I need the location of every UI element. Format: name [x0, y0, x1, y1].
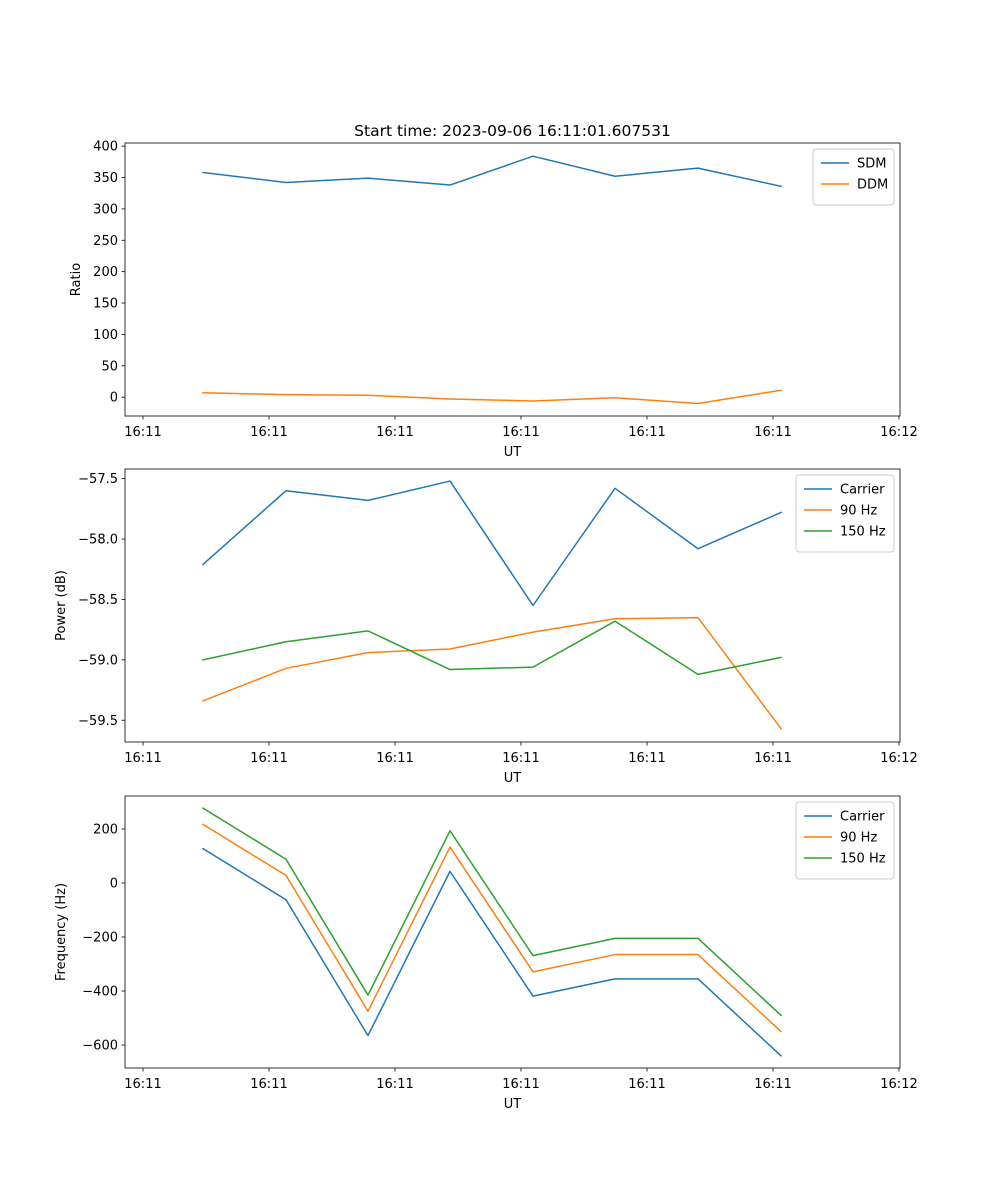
axes-frame: [124, 142, 901, 417]
series-line-150-hz: [201, 807, 783, 1017]
y-tick-label: 50: [101, 359, 118, 374]
x-axis-label: UT: [504, 1097, 522, 1112]
y-tick-label: 250: [93, 234, 118, 249]
y-tick-label: −200: [82, 930, 118, 945]
legend-label: 90 Hz: [840, 831, 877, 846]
series-line-carrier: [201, 847, 783, 1057]
chart-panel-3: 16:11 16:11 16:11 16:11 16:11 16:11 16:12 UT −60…: [54, 795, 918, 1112]
series-line-150-hz: [202, 620, 782, 676]
x-tick-label: 16:11: [124, 425, 161, 440]
x-tick-label: 16:11: [376, 751, 413, 766]
y-tick-label: 400: [93, 140, 118, 155]
legend-label: 90 Hz: [840, 504, 877, 519]
axes-frame: [124, 468, 901, 743]
x-tick-label: 16:11: [628, 1077, 665, 1092]
x-tick-label: 16:11: [502, 751, 539, 766]
series-line-sdm: [202, 155, 782, 188]
y-axis-label: Frequency (Hz): [54, 883, 69, 981]
legend: Carrier 90 Hz 150 Hz: [795, 474, 895, 553]
x-tick-label: 16:11: [124, 1077, 161, 1092]
chart-title: Start time: 2023-09-06 16:11:01.607531: [354, 122, 671, 140]
x-tick-label: 16:11: [124, 751, 161, 766]
legend-label: 150 Hz: [840, 852, 886, 867]
y-tick-label: −600: [82, 1039, 118, 1054]
x-tick-label: 16:11: [628, 751, 665, 766]
chart-panel-2: 16:11 16:11 16:11 16:11 16:11 16:11 16:12 UT −59…: [54, 468, 918, 786]
series-line-90-hz: [202, 616, 783, 730]
legend-label: Carrier: [840, 483, 885, 498]
x-axis-label: UT: [504, 445, 522, 460]
x-tick-label: 16:12: [880, 1077, 917, 1092]
y-tick-label: 0: [110, 876, 118, 891]
y-tick-label: 200: [93, 822, 118, 837]
x-tick-label: 16:11: [754, 751, 791, 766]
series-line-carrier: [201, 480, 782, 607]
legend-label: Carrier: [840, 810, 885, 825]
x-tick-label: 16:12: [880, 751, 917, 766]
y-tick-label: −400: [82, 985, 118, 1000]
y-axis-label: Power (dB): [54, 570, 69, 641]
legend: Carrier 90 Hz 150 Hz: [795, 801, 895, 880]
x-tick-label: 16:11: [628, 425, 665, 440]
legend-box: [795, 474, 895, 553]
y-tick-label: −58.5: [78, 593, 118, 608]
y-axis-label: Ratio: [69, 263, 84, 296]
axes-frame: [124, 795, 901, 1069]
legend-label: SDM: [857, 157, 886, 172]
y-tick-label: 300: [93, 202, 118, 217]
y-tick-label: −57.5: [78, 472, 118, 487]
y-tick-label: −58.0: [78, 533, 118, 548]
y-tick-label: −59.0: [78, 653, 118, 668]
x-tick-label: 16:11: [376, 1077, 413, 1092]
chart-panel-1: Start time: 2023-09-06 16:11:01.607531 16…: [69, 122, 918, 460]
x-tick-label: 16:11: [376, 425, 413, 440]
y-tick-label: −59.5: [78, 714, 118, 729]
series-line-90-hz: [201, 823, 783, 1033]
x-tick-label: 16:11: [754, 425, 791, 440]
x-tick-label: 16:11: [250, 1077, 287, 1092]
y-tick-label: 100: [93, 328, 118, 343]
legend-box: [795, 801, 895, 880]
y-tick-label: 200: [93, 265, 118, 280]
y-tick-label: 0: [110, 391, 118, 406]
legend: SDM DDM: [812, 148, 895, 206]
legend-label: 150 Hz: [840, 525, 886, 540]
series-line-ddm: [202, 389, 782, 405]
x-tick-label: 16:11: [250, 751, 287, 766]
x-tick-label: 16:11: [754, 1077, 791, 1092]
x-axis-label: UT: [504, 771, 522, 786]
y-tick-label: 350: [93, 171, 118, 186]
x-tick-label: 16:11: [502, 1077, 539, 1092]
x-tick-label: 16:12: [880, 425, 917, 440]
x-tick-label: 16:11: [502, 425, 539, 440]
legend-label: DDM: [857, 178, 888, 193]
x-tick-label: 16:11: [250, 425, 287, 440]
y-tick-label: 150: [93, 297, 118, 312]
